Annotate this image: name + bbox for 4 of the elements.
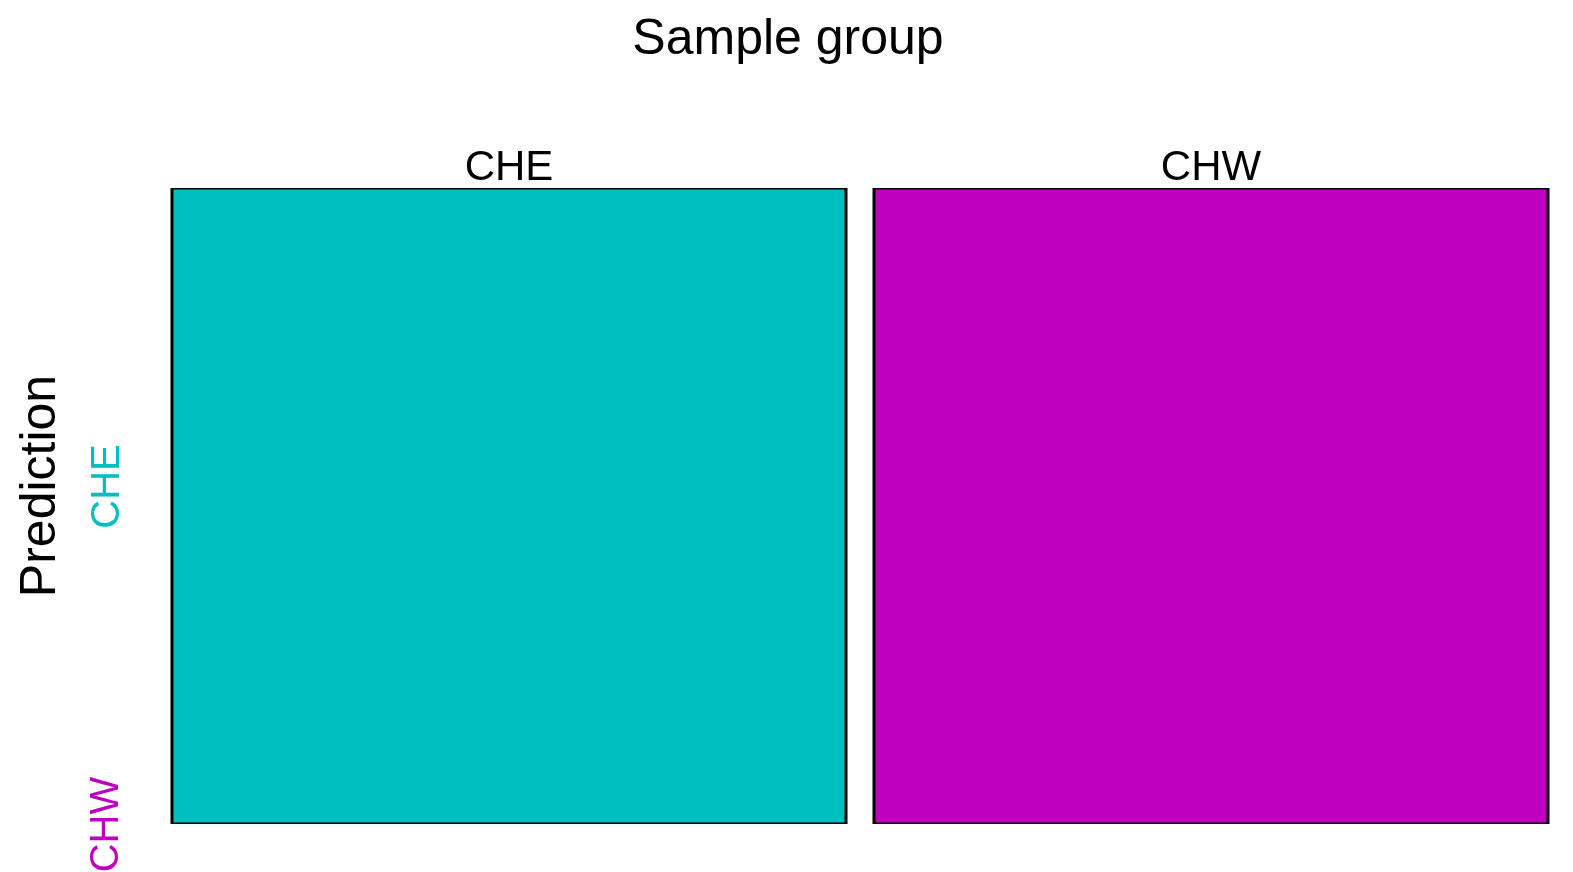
text: CHW bbox=[82, 776, 128, 872]
x-axis-title: Sample group bbox=[631, 8, 945, 66]
y-axis-title: Prediction bbox=[9, 374, 67, 598]
text: CHE bbox=[82, 443, 128, 529]
